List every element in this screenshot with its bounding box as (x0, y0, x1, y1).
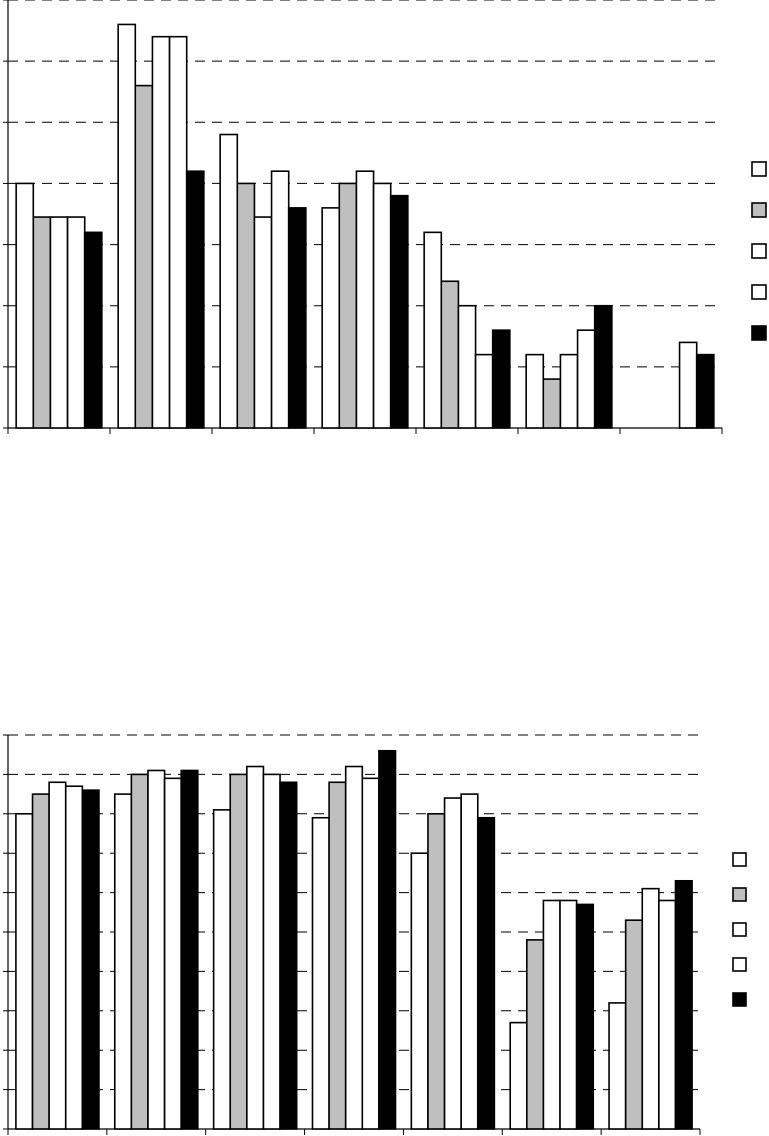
bar-series-3 (246, 765, 265, 1130)
bar-series-4 (163, 777, 182, 1130)
bar-series-4 (678, 341, 698, 429)
bar-series-3 (147, 769, 166, 1130)
bar-series-3 (355, 170, 375, 429)
bar-series-3 (344, 765, 364, 1130)
bar-series-5 (695, 353, 715, 429)
bar-series-5 (593, 304, 613, 429)
bar-series-1 (423, 231, 443, 429)
bar-series-2 (328, 781, 347, 1130)
bar-series-1 (608, 1002, 627, 1130)
bar-series-3 (49, 216, 69, 429)
bar-series-2 (236, 182, 256, 429)
bar-series-4 (64, 785, 84, 1130)
legend-key-series-1 (732, 852, 747, 867)
bar-series-1 (117, 23, 137, 429)
bar-series-3 (457, 304, 477, 429)
bar-series-2 (130, 773, 149, 1130)
bar-series-1 (410, 852, 429, 1130)
bar-series-4 (168, 35, 188, 429)
bar-series-3 (542, 899, 561, 1130)
bar-series-3 (253, 216, 273, 429)
bar-series-2 (31, 793, 50, 1130)
bar-series-1 (219, 133, 239, 429)
legend-key-series-2 (751, 202, 767, 218)
bar-series-4 (559, 899, 578, 1130)
bar-series-1 (212, 809, 232, 1130)
legend-key-series-4 (751, 284, 767, 300)
bar-series-5 (180, 769, 199, 1130)
bar-series-2 (229, 773, 248, 1130)
legend-key-series-2 (732, 887, 747, 902)
bar-series-2 (624, 919, 644, 1130)
legend-key-series-5 (732, 992, 747, 1007)
bar-series-4 (474, 353, 494, 429)
bar-series-5 (575, 903, 595, 1130)
bar-series-2 (526, 939, 545, 1130)
bar-series-4 (262, 773, 281, 1130)
bar-series-4 (658, 899, 677, 1130)
legend-key-series-4 (732, 957, 747, 972)
bar-series-2 (440, 280, 460, 429)
bar-series-5 (279, 781, 298, 1130)
bar-series-2 (338, 182, 358, 429)
bar-series-5 (674, 879, 693, 1130)
bar-series-1 (15, 812, 34, 1130)
bar-series-1 (15, 182, 35, 429)
bar-series-4 (66, 216, 86, 429)
bar-series-1 (321, 207, 341, 429)
bar-chart-2 (3, 734, 747, 1135)
bar-series-5 (491, 329, 511, 429)
bar-series-5 (81, 789, 100, 1130)
bar-chart-1 (3, 0, 767, 434)
legend-key-series-3 (751, 243, 767, 259)
bar-series-1 (509, 1021, 528, 1130)
bar-series-2 (542, 378, 562, 429)
bar-series-1 (525, 353, 545, 429)
bar-series-2 (134, 84, 154, 429)
bar-series-3 (443, 797, 462, 1130)
legend-key-series-5 (751, 325, 767, 341)
bar-series-5 (185, 170, 205, 429)
bar-series-2 (427, 812, 446, 1130)
bar-series-3 (641, 887, 660, 1130)
bar-series-5 (378, 749, 397, 1130)
bar-series-4 (270, 170, 290, 429)
bar-series-4 (372, 182, 392, 429)
bar-series-1 (113, 793, 133, 1130)
bar-series-4 (576, 329, 596, 429)
bar-series-5 (389, 194, 409, 429)
bar-series-3 (151, 35, 171, 429)
legend-key-series-3 (732, 922, 747, 937)
bar-series-5 (83, 231, 103, 429)
bar-series-4 (361, 777, 380, 1130)
bar-series-4 (460, 793, 479, 1130)
bar-series-1 (311, 816, 330, 1130)
bar-series-3 (559, 353, 579, 429)
bar-series-5 (476, 816, 496, 1130)
bar-series-3 (48, 781, 67, 1130)
bar-series-5 (287, 207, 307, 429)
legend-key-series-1 (751, 161, 767, 177)
bar-series-2 (32, 216, 52, 429)
